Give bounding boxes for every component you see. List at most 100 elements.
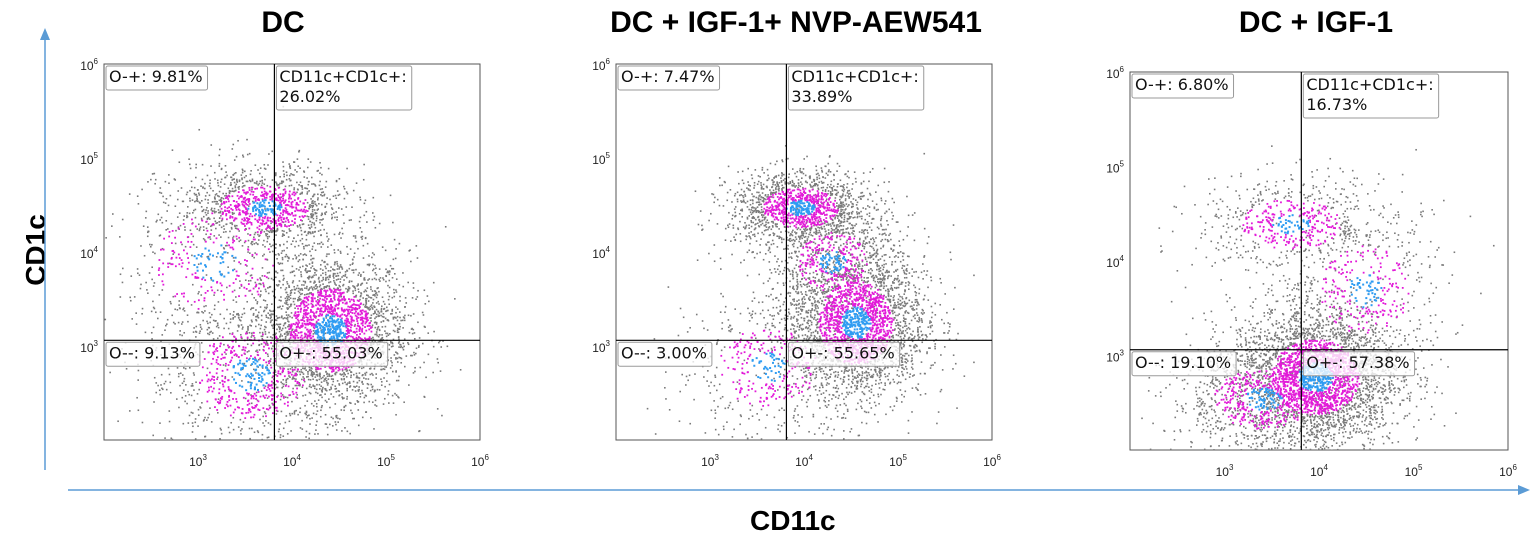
scatter-point	[275, 284, 278, 286]
scatter-point	[227, 379, 230, 382]
scatter-point	[266, 233, 269, 235]
scatter-point	[277, 204, 280, 207]
scatter-point	[331, 317, 334, 320]
scatter-point	[320, 241, 323, 244]
scatter-point	[276, 272, 279, 274]
scatter-point	[373, 277, 376, 280]
scatter-point	[360, 309, 362, 312]
scatter-point	[258, 218, 261, 221]
scatter-point	[281, 382, 284, 385]
scatter-point	[246, 403, 249, 406]
scatter-point	[155, 220, 158, 223]
scatter-point	[382, 403, 385, 405]
scatter-point	[397, 327, 399, 330]
scatter-point	[311, 216, 313, 219]
scatter-point	[354, 323, 356, 326]
scatter-point	[256, 226, 259, 229]
scatter-point	[294, 380, 297, 383]
scatter-point	[346, 383, 348, 386]
scatter-point	[299, 310, 302, 313]
scatter-point	[271, 290, 274, 293]
scatter-point	[274, 188, 276, 190]
scatter-point	[305, 410, 308, 413]
scatter-point	[358, 220, 361, 223]
scatter-point	[328, 285, 331, 288]
scatter-point	[274, 357, 277, 360]
scatter-point	[267, 422, 270, 424]
scatter-point	[248, 331, 251, 334]
scatter-point	[261, 433, 264, 436]
scatter-point	[313, 222, 315, 224]
scatter-point	[271, 319, 273, 321]
scatter-point	[324, 212, 326, 214]
scatter-point	[217, 182, 219, 184]
scatter-point	[251, 334, 253, 337]
scatter-point	[258, 216, 261, 219]
scatter-point	[385, 280, 387, 283]
scatter-point	[382, 320, 385, 323]
scatter-point	[256, 314, 259, 317]
scatter-point	[269, 185, 272, 188]
scatter-point	[263, 275, 266, 277]
scatter-point	[306, 265, 308, 267]
scatter-point	[266, 216, 269, 219]
scatter-point	[392, 258, 395, 261]
scatter-point	[317, 296, 319, 298]
scatter-point	[354, 237, 357, 239]
scatter-point	[234, 190, 236, 192]
scatter-point	[279, 398, 282, 401]
scatter-point	[247, 221, 249, 224]
scatter-point	[193, 374, 195, 376]
scatter-point	[318, 324, 321, 327]
scatter-point	[316, 170, 319, 172]
scatter-point	[309, 323, 312, 326]
scatter-point	[249, 180, 252, 183]
scatter-point	[292, 300, 295, 303]
scatter-point	[334, 403, 337, 405]
scatter-point	[89, 233, 91, 235]
scatter-point	[354, 303, 357, 306]
scatter-point	[187, 300, 189, 303]
scatter-point	[262, 220, 265, 223]
scatter-point	[261, 182, 264, 184]
scatter-point	[277, 430, 280, 433]
scatter-point	[350, 305, 353, 308]
scatter-point	[353, 300, 355, 303]
scatter-point	[320, 287, 323, 290]
scatter-point	[341, 301, 344, 304]
scatter-point	[288, 298, 290, 301]
scatter-point	[180, 323, 183, 325]
scatter-point	[289, 315, 291, 318]
scatter-point	[346, 270, 349, 272]
scatter-point	[375, 377, 377, 379]
scatter-point	[278, 217, 280, 219]
scatter-point	[290, 305, 292, 307]
scatter-point	[204, 416, 206, 419]
scatter-point	[333, 297, 336, 299]
scatter-point	[374, 340, 376, 342]
scatter-point	[168, 410, 171, 412]
scatter-point	[371, 372, 373, 375]
scatter-point	[261, 191, 263, 194]
scatter-point	[235, 296, 237, 298]
scatter-point	[311, 257, 314, 260]
scatter-point	[312, 324, 315, 326]
scatter-point	[203, 418, 206, 421]
scatter-point	[265, 316, 268, 319]
scatter-point	[170, 302, 172, 305]
scatter-point	[366, 294, 368, 296]
scatter-point	[211, 332, 214, 334]
scatter-point	[220, 178, 223, 181]
scatter-point	[355, 304, 358, 307]
scatter-point	[257, 184, 260, 186]
scatter-point	[231, 190, 234, 193]
scatter-point	[310, 372, 313, 374]
scatter-point	[247, 399, 250, 402]
scatter-point	[311, 231, 314, 233]
scatter-point	[337, 299, 339, 301]
scatter-point	[229, 389, 231, 392]
scatter-point	[304, 253, 306, 255]
scatter-point	[302, 367, 304, 370]
scatter-point	[195, 336, 197, 338]
scatter-point	[323, 194, 325, 197]
